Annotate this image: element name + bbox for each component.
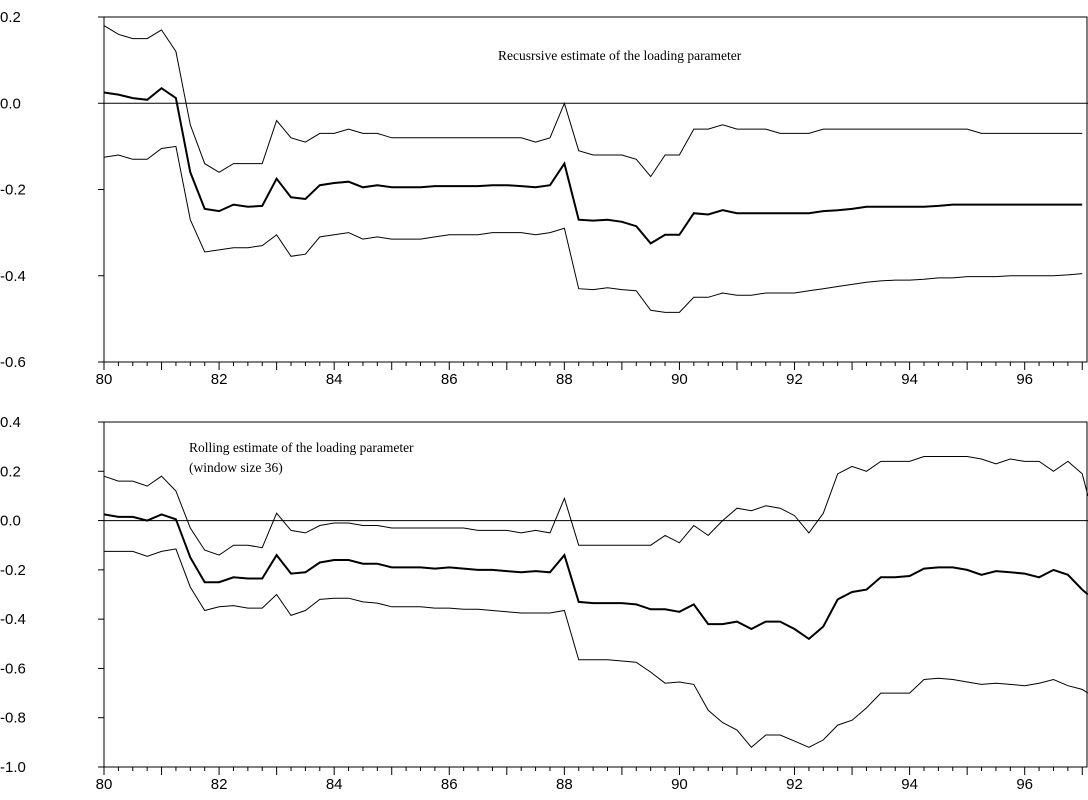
y-tick-label: -0.4 [0,268,26,285]
estimate-line [103,86,1083,245]
chart-panel-1: 0.2 0.0 -0.2 -0.4 -0.6 80 82 84 86 88 90 92 94 96 Recu… [0,9,1088,388]
x-tick-label: 88 [556,776,573,793]
x-tick-label: 96 [1016,371,1033,388]
chart-panel-2: 0.4 0.2 0.0 -0.2 -0.4 -0.6 -0.8 -1.0 80 82 84 86 88 9… [0,414,1088,793]
plot-frame [103,16,1088,363]
x-tick-label: 92 [786,776,803,793]
y-tick-label: 0.4 [0,414,21,431]
x-tick-label: 82 [211,776,228,793]
y-tick-label: 0.0 [0,513,21,530]
x-tick-label: 86 [441,371,458,388]
x-tick-label: 88 [556,371,573,388]
y-tick-label: 0.2 [0,9,21,26]
y-tick-label: -0.2 [0,562,26,579]
lower-band-line [104,548,1088,749]
upper-band-line [103,456,1088,556]
y-tick-label: 0.0 [0,95,21,112]
chart-annotation: Rolling estimate of the loading paramete… [189,440,414,455]
x-tick-label: 90 [671,776,688,793]
x-tick-label: 82 [211,371,228,388]
y-tick-label: -0.2 [0,182,26,199]
x-tick-label: 92 [786,371,803,388]
y-tick-label: -0.6 [0,660,26,677]
x-tick-label: 80 [96,776,113,793]
y-tick-label: -1.0 [0,759,26,776]
upper-band-line [103,25,1083,178]
lower-band-line [103,145,1083,313]
y-tick-label: -0.4 [0,611,26,628]
x-tick-label: 94 [901,776,918,793]
chart-annotation: Recusrsive estimate of the loading param… [498,48,742,63]
y-tick-label: -0.6 [0,354,26,371]
estimate-line [103,513,1088,641]
x-tick-label: 94 [901,371,918,388]
x-tick-label: 96 [1016,776,1033,793]
y-tick-label: -0.8 [0,710,26,727]
y-tick-label: 0.2 [0,463,21,480]
x-tick-label: 86 [441,776,458,793]
x-tick-label: 90 [671,371,688,388]
x-tick-label: 84 [326,776,343,793]
chart-annotation: (window size 36) [189,460,283,475]
x-tick-label: 80 [96,371,113,388]
x-tick-label: 84 [326,371,343,388]
